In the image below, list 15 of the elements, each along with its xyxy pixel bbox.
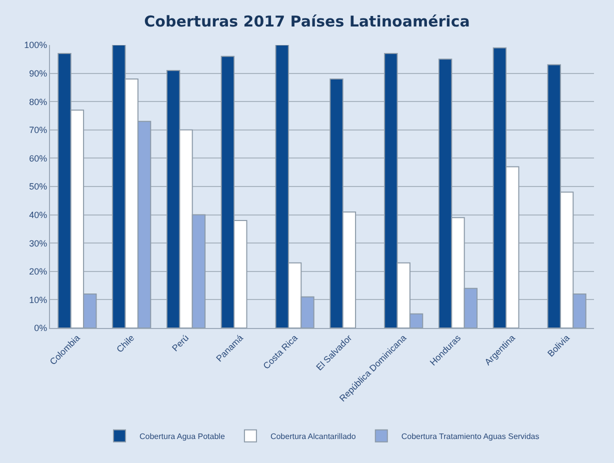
y-tick-label: 0%	[34, 323, 48, 334]
y-tick-label: 90%	[29, 68, 48, 78]
legend-label: Cobertura Alcantarillado	[270, 432, 356, 442]
y-tick-label: 50%	[29, 182, 48, 192]
legend-label: Cobertura Tratamiento Aguas Servidas	[401, 432, 540, 442]
y-tick-label: 30%	[29, 238, 48, 248]
y-tick-label: 100%	[24, 40, 48, 50]
y-tick-label: 20%	[29, 266, 48, 277]
y-tick-label: 10%	[29, 294, 48, 305]
y-tick-label: 60%	[29, 153, 48, 164]
y-tick-label: 70%	[29, 125, 48, 136]
y-tick-label: 80%	[29, 96, 48, 107]
chart-title: Coberturas 2017 Países Latinoamérica	[144, 12, 470, 31]
y-tick-label: 40%	[29, 210, 48, 220]
legend-label: Cobertura Agua Potable	[140, 432, 226, 442]
